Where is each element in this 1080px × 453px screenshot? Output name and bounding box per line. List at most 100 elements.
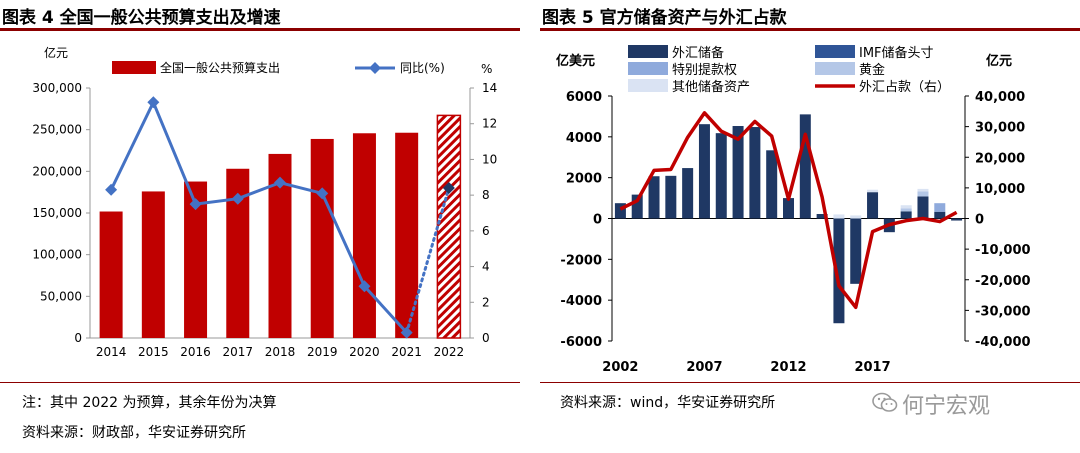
right-y-tick-label: -20,000 [975, 274, 1031, 289]
right-y-tick-label: 10,000 [975, 182, 1025, 197]
bar-外汇储备-2005 [665, 175, 677, 219]
right-y-tick-label: 40,000 [975, 90, 1025, 105]
left-bottom-rule [0, 382, 520, 383]
bar-外汇储备-2013 [799, 114, 811, 219]
left-source: 资料来源：财政部，华安证券研究所 [22, 425, 246, 441]
left-y-tick-label: 0 [593, 213, 602, 228]
legend-swatch-2 [628, 62, 668, 75]
wechat-icon [872, 392, 898, 412]
yoy-point-2016 [189, 198, 202, 211]
legend-label-4: 其他储备资产 [672, 79, 750, 95]
left-y-tick-label: 2000 [566, 172, 602, 187]
yoy-point-2018 [274, 176, 286, 189]
legend-label-5: 外汇占款（右） [859, 80, 950, 95]
legend-swatch-bar [112, 61, 156, 74]
x-tick-label: 2014 [96, 345, 127, 359]
bar-外汇储备-2019 [900, 211, 912, 219]
x-tick-label: 2015 [138, 345, 169, 359]
left-y-tick-label: 4000 [566, 131, 602, 146]
bar-2021 [395, 132, 419, 338]
legend-marker-line [369, 62, 381, 74]
bar-外汇储备-2020 [917, 196, 929, 219]
x-tick-label: 2018 [265, 345, 296, 359]
bar-外汇储备-2004 [648, 176, 660, 219]
bar-外汇储备-2016 [850, 218, 862, 284]
bar-外汇储备-2010 [749, 127, 761, 219]
fx-funds-line [619, 111, 958, 310]
bar-黄金-2019 [900, 208, 912, 212]
left-y-tick-label: 150,000 [32, 206, 82, 220]
yoy-line-forecast [405, 186, 451, 335]
right-y-tick-label: 8 [482, 188, 490, 202]
legend-swatch-0 [628, 45, 668, 58]
right-y-tick-label: 30,000 [975, 121, 1025, 136]
bar-2016 [184, 181, 208, 338]
right-y-tick-label: 4 [482, 260, 490, 274]
right-y-unit: % [481, 62, 492, 76]
bar-2017 [226, 168, 250, 338]
right-y-tick-label: 14 [482, 81, 497, 95]
left-y-tick-label: 100,000 [32, 248, 82, 262]
yoy-point-2022 [442, 182, 455, 194]
yoy-point-2019 [316, 187, 329, 200]
yoy-point-2017 [231, 192, 244, 205]
x-tick-label: 2017 [223, 345, 254, 359]
right-y-tick-label: 0 [482, 331, 490, 345]
left-y-tick-label: 250,000 [32, 123, 82, 137]
bar-2019 [310, 138, 334, 338]
left-y-tick-label: 0 [74, 331, 82, 345]
bar-特别提款权-2021 [934, 203, 946, 212]
bar-外汇储备-2006 [682, 168, 694, 219]
left-y-tick-label: 300,000 [32, 81, 82, 95]
bar-外汇储备-2017 [867, 192, 879, 219]
right-y-tick-label: 12 [482, 117, 497, 131]
bar-其他储备资产-2020 [917, 188, 929, 192]
bar-2014 [99, 211, 123, 338]
bar-外汇储备-2022 [951, 218, 963, 221]
x-tick-label: 2017 [854, 360, 890, 375]
legend-label-bar: 全国一般公共预算支出 [160, 60, 280, 75]
bar-其他储备资产-2016 [850, 215, 862, 219]
yoy-point-2021 [400, 326, 413, 339]
left-y-unit: 亿美元 [556, 53, 595, 69]
legend-swatch-3 [815, 62, 855, 75]
yoy-line [109, 98, 408, 334]
x-tick-label: 2016 [180, 345, 211, 359]
right-y-tick-label: 0 [975, 213, 984, 228]
bar-外汇储备-2003 [631, 194, 643, 219]
x-tick-label: 2022 [434, 345, 465, 359]
x-tick-label: 2007 [686, 360, 722, 375]
legend-label-0: 外汇储备 [672, 45, 724, 61]
x-tick-label: 2021 [391, 345, 422, 359]
bar-黄金-2020 [917, 191, 929, 197]
bar-外汇储备-2021 [934, 211, 946, 219]
legend-label-2: 特别提款权 [672, 62, 737, 78]
bar-2022 [436, 114, 462, 339]
bar-外汇储备-2015 [833, 218, 845, 324]
bar-2018 [268, 153, 292, 338]
bar-外汇储备-2011 [766, 150, 778, 219]
left-chart-title: 图表 4 全国一般公共预算支出及增速 [2, 8, 281, 28]
right-y-tick-label: 20,000 [975, 151, 1025, 166]
left-y-tick-label: 6000 [566, 90, 602, 105]
bar-外汇储备-2009 [732, 126, 744, 219]
bar-2015 [141, 191, 165, 338]
yoy-point-2014 [105, 183, 118, 196]
legend-swatch-1 [815, 45, 855, 58]
right-bottom-rule [540, 382, 1080, 383]
left-title-rule [0, 28, 520, 31]
left-chart: 亿元% 0 50,000 100,000 150,000 200,000 250,000 30… [32, 45, 497, 359]
bar-外汇储备-2012 [783, 198, 794, 219]
bar-外汇储备-2008 [715, 133, 727, 219]
left-y-tick-label: 50,000 [40, 289, 82, 303]
left-y-tick-label: -2000 [560, 253, 602, 268]
right-source: 资料来源：wind，华安证券研究所 [560, 395, 776, 411]
right-y-unit: 亿元 [986, 53, 1012, 69]
bar-其他储备资产-2019 [900, 205, 912, 209]
bar-外汇储备-2014 [816, 214, 828, 219]
right-title-rule [540, 28, 1080, 31]
right-y-tick-label: -30,000 [975, 304, 1031, 319]
legend-label-3: 黄金 [859, 62, 885, 78]
bar-外汇储备-2002 [614, 203, 626, 219]
legend-swatch-4 [628, 79, 668, 92]
